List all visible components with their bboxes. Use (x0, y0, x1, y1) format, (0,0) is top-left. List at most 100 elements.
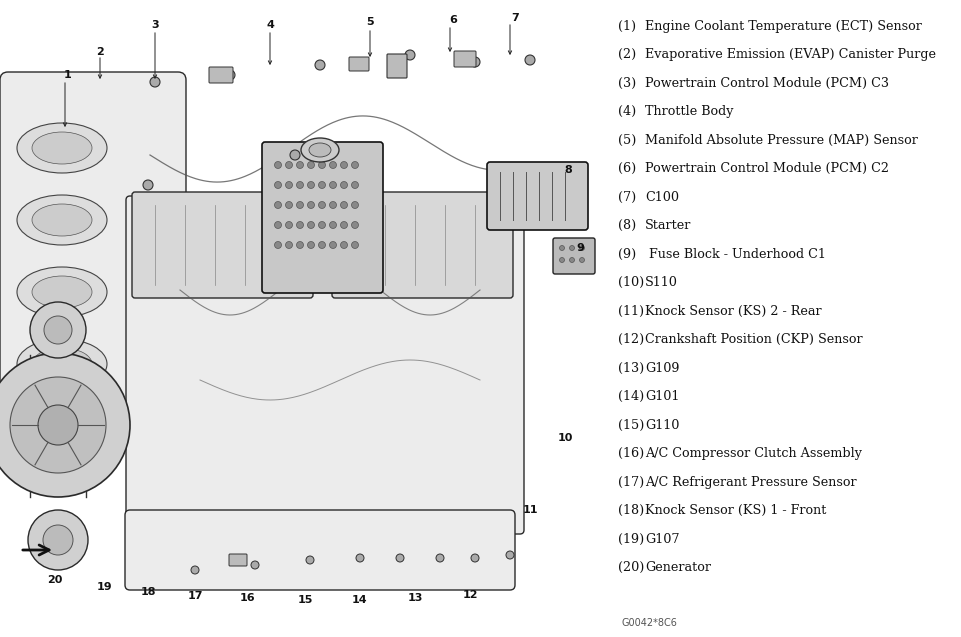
Text: (3): (3) (617, 76, 635, 90)
Text: G101: G101 (644, 390, 678, 403)
Circle shape (569, 245, 574, 250)
Circle shape (470, 57, 480, 67)
Circle shape (330, 182, 336, 189)
Ellipse shape (32, 276, 92, 308)
Text: G109: G109 (644, 362, 678, 375)
Text: G0042*8C6: G0042*8C6 (622, 618, 678, 628)
FancyBboxPatch shape (125, 510, 514, 590)
Ellipse shape (301, 138, 338, 162)
Text: 5: 5 (366, 17, 374, 27)
Text: Knock Sensor (KS) 1 - Front: Knock Sensor (KS) 1 - Front (644, 505, 825, 517)
Circle shape (274, 241, 282, 248)
Circle shape (318, 241, 325, 248)
Text: (5): (5) (617, 134, 636, 147)
Circle shape (0, 353, 130, 497)
Text: (20): (20) (617, 561, 644, 574)
Circle shape (38, 405, 78, 445)
Circle shape (191, 566, 199, 574)
Text: (14): (14) (617, 390, 644, 403)
Circle shape (308, 222, 314, 229)
Bar (600, 0, 961, 637)
Text: 4: 4 (266, 20, 274, 30)
Text: Engine Coolant Temperature (ECT) Sensor: Engine Coolant Temperature (ECT) Sensor (644, 20, 921, 32)
Text: 3: 3 (151, 20, 159, 30)
Text: Throttle Body: Throttle Body (644, 105, 732, 118)
Text: 17: 17 (187, 591, 203, 601)
Circle shape (330, 201, 336, 208)
Circle shape (351, 222, 358, 229)
Circle shape (340, 201, 347, 208)
FancyBboxPatch shape (132, 192, 312, 298)
Circle shape (308, 182, 314, 189)
Ellipse shape (17, 267, 107, 317)
Circle shape (340, 222, 347, 229)
Text: (17): (17) (617, 476, 644, 489)
Circle shape (308, 241, 314, 248)
Text: 7: 7 (510, 13, 518, 23)
Text: (19): (19) (617, 533, 644, 546)
Circle shape (30, 302, 86, 358)
FancyBboxPatch shape (209, 67, 233, 83)
Circle shape (44, 316, 72, 344)
Text: (10): (10) (617, 276, 644, 289)
Text: (7): (7) (617, 190, 635, 204)
Text: (13): (13) (617, 362, 644, 375)
Circle shape (296, 182, 303, 189)
Circle shape (143, 180, 153, 190)
Ellipse shape (17, 195, 107, 245)
Circle shape (296, 222, 303, 229)
FancyBboxPatch shape (126, 196, 524, 534)
Circle shape (351, 162, 358, 169)
Text: 18: 18 (140, 587, 156, 597)
Circle shape (274, 201, 282, 208)
Text: (15): (15) (617, 419, 644, 432)
FancyBboxPatch shape (261, 142, 382, 293)
Circle shape (318, 162, 325, 169)
Text: Powertrain Control Module (PCM) C3: Powertrain Control Module (PCM) C3 (644, 76, 888, 90)
Circle shape (28, 510, 87, 570)
Circle shape (285, 201, 292, 208)
Text: C100: C100 (644, 190, 678, 204)
Circle shape (396, 554, 404, 562)
Ellipse shape (32, 132, 92, 164)
Circle shape (10, 377, 106, 473)
Text: Manifold Absolute Pressure (MAP) Sensor: Manifold Absolute Pressure (MAP) Sensor (644, 134, 917, 147)
Circle shape (405, 50, 414, 60)
Ellipse shape (32, 204, 92, 236)
Circle shape (471, 554, 479, 562)
Bar (0, 0, 600, 637)
Ellipse shape (17, 339, 107, 389)
Text: Crankshaft Position (CKP) Sensor: Crankshaft Position (CKP) Sensor (644, 333, 862, 347)
Circle shape (435, 554, 444, 562)
Circle shape (351, 201, 358, 208)
Text: Evaporative Emission (EVAP) Canister Purge: Evaporative Emission (EVAP) Canister Pur… (644, 48, 935, 61)
Circle shape (340, 241, 347, 248)
Circle shape (330, 222, 336, 229)
Text: Starter: Starter (644, 219, 691, 233)
FancyBboxPatch shape (386, 54, 407, 78)
Text: (6): (6) (617, 162, 635, 175)
Circle shape (308, 162, 314, 169)
FancyBboxPatch shape (454, 51, 476, 67)
Text: Generator: Generator (644, 561, 710, 574)
Text: Fuse Block - Underhood C1: Fuse Block - Underhood C1 (644, 248, 825, 261)
Text: (18): (18) (617, 505, 644, 517)
Text: 8: 8 (563, 165, 571, 175)
FancyBboxPatch shape (332, 192, 512, 298)
Circle shape (579, 245, 584, 250)
Circle shape (579, 257, 584, 262)
FancyBboxPatch shape (553, 238, 595, 274)
Text: G107: G107 (644, 533, 678, 546)
Circle shape (308, 201, 314, 208)
Text: S110: S110 (644, 276, 678, 289)
Text: 9: 9 (576, 243, 583, 253)
Text: G110: G110 (644, 419, 678, 432)
Text: 10: 10 (556, 433, 572, 443)
Circle shape (150, 77, 160, 87)
Circle shape (285, 222, 292, 229)
Circle shape (225, 70, 234, 80)
Text: (9): (9) (617, 248, 635, 261)
Circle shape (559, 257, 564, 262)
Text: A/C Compressor Clutch Assembly: A/C Compressor Clutch Assembly (644, 447, 861, 461)
Text: 19: 19 (97, 582, 112, 592)
